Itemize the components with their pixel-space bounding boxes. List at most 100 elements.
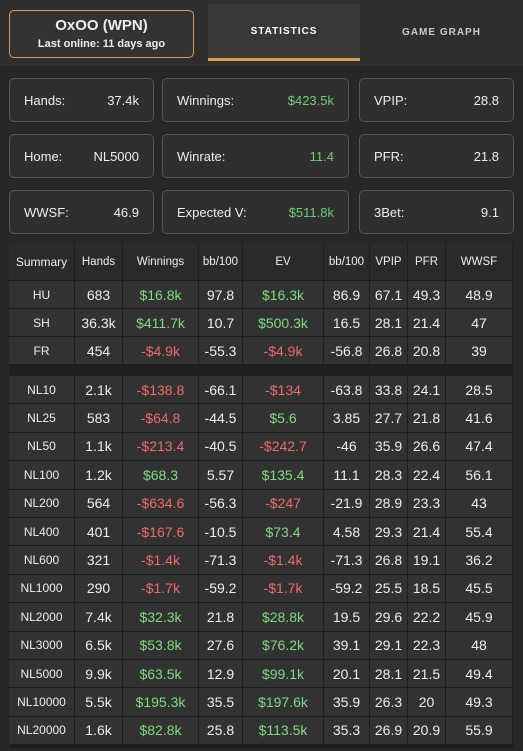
table-cell: 35.3 [324, 716, 370, 746]
table-cell: 35.9 [370, 432, 408, 462]
table-cell: -$4.9k [243, 337, 324, 365]
table-cell: $32.3k [123, 603, 199, 632]
table-cell: 97.8 [199, 281, 243, 309]
player-box: OxOO (WPN) Last online: 11 days ago [9, 10, 194, 58]
table-cell: $28.8k [243, 603, 324, 632]
table-cell: -21.9 [324, 489, 370, 518]
table-cell: $16.8k [123, 281, 199, 309]
table-cell: 564 [75, 489, 123, 518]
table-cell: 24.1 [408, 376, 446, 405]
table-cell: $99.1k [243, 660, 324, 689]
table-cell: NL100 [9, 461, 75, 490]
table-cell: 28.9 [370, 489, 408, 518]
table-cell: -66.1 [199, 376, 243, 405]
table-cell: 26.9 [370, 716, 408, 746]
table-cell: 1.6k [75, 716, 123, 746]
table-cell: 3.85 [324, 404, 370, 433]
stat-value: 11.4 [309, 148, 334, 164]
table-cell: 26.8 [370, 546, 408, 575]
table-cell: 39.1 [324, 631, 370, 660]
table-cell: NL2000 [9, 603, 75, 632]
table-cell: -$247 [243, 489, 324, 518]
table-cell: -46 [324, 432, 370, 462]
table-cell: NL20000 [9, 716, 75, 746]
table-cell: -59.2 [199, 574, 243, 604]
table-cell: 39 [446, 337, 513, 365]
table-cell: 290 [75, 574, 123, 604]
stat-value: 37.4k [107, 92, 139, 108]
table-cell: 5.57 [199, 461, 243, 490]
table-cell: 26.6 [408, 432, 446, 462]
stat-label: Winnings: [177, 92, 235, 108]
column-header: PFR [408, 243, 446, 281]
stat-card: PFR: 21.8 [359, 134, 514, 178]
table-cell: HU [9, 281, 75, 309]
table-cell: 20.9 [408, 716, 446, 746]
table-cell: 27.7 [370, 404, 408, 433]
table-cell: $197.6k [243, 688, 324, 717]
stat-value: 46.9 [113, 204, 139, 220]
table-cell: NL10 [9, 376, 75, 405]
table-cell: -71.3 [199, 546, 243, 575]
column-header: Winnings [123, 243, 199, 281]
stat-value: $423.5k [287, 92, 334, 108]
table-cell: 21.8 [408, 404, 446, 433]
stat-card: VPIP: 28.8 [359, 78, 514, 122]
table-cell: 29.1 [370, 631, 408, 660]
table-cell: 10.7 [199, 309, 243, 337]
table-cell: 47.4 [446, 432, 513, 462]
table-cell: 1.1k [75, 432, 123, 462]
table-cell: 35.5 [199, 688, 243, 717]
table-cell: NL600 [9, 546, 75, 575]
table-cell: 25.8 [199, 716, 243, 746]
table-cell: 48 [446, 631, 513, 660]
table-cell: $68.3 [123, 461, 199, 490]
table-cell: 583 [75, 404, 123, 433]
stat-label: WWSF: [24, 204, 69, 220]
table-cell: 28.1 [370, 309, 408, 337]
table-cell: -$64.8 [123, 404, 199, 433]
tab[interactable]: GAME GRAPH [402, 27, 481, 38]
table-cell: $500.3k [243, 309, 324, 337]
stat-label: Home: [24, 148, 63, 164]
table-cell: 28.1 [370, 660, 408, 689]
table-cell: NL50 [9, 432, 75, 462]
table-cell: 36.2 [446, 546, 513, 575]
table-cell: $82.8k [123, 716, 199, 746]
table-cell: NL400 [9, 518, 75, 547]
table-cell: 56.1 [446, 461, 513, 490]
stat-label: Expected V: [177, 204, 247, 220]
table-cell: -$1.7k [243, 574, 324, 604]
stat-label: Hands: [24, 92, 66, 108]
stat-card: Winnings: $423.5k [162, 78, 349, 122]
table-cell: 21.4 [408, 518, 446, 547]
table-cell: 26.3 [370, 688, 408, 717]
table-cell: $5.6 [243, 404, 324, 433]
table-cell: 19.1 [408, 546, 446, 575]
table-cell: 454 [75, 337, 123, 365]
stat-value: $511.8k [288, 204, 334, 220]
stat-card: WWSF: 46.9 [9, 190, 154, 234]
table-cell: 21.4 [408, 309, 446, 337]
table-cell: 20.1 [324, 660, 370, 689]
stat-card: Expected V: $511.8k [162, 190, 349, 234]
stat-label: Winrate: [177, 148, 226, 164]
tab[interactable]: STATISTICS [208, 4, 360, 61]
table-cell: $16.3k [243, 281, 324, 309]
table-cell: 26.8 [370, 337, 408, 365]
stat-card: Hands: 37.4k [9, 78, 154, 122]
table-cell: -$1.4k [123, 546, 199, 575]
stat-label: 3Bet: [374, 204, 405, 220]
table-cell: 29.3 [370, 518, 408, 547]
table-cell: $113.5k [243, 716, 324, 746]
table-cell: -$213.4 [123, 432, 199, 462]
table-cell: $63.5k [123, 660, 199, 689]
table-cell: 28.3 [370, 461, 408, 490]
table-cell: 6.5k [75, 631, 123, 660]
table-cell: 25.5 [370, 574, 408, 604]
table-cell: 49.4 [446, 660, 513, 689]
table-cell: NL10000 [9, 688, 75, 717]
table-cell: 49.3 [408, 281, 446, 309]
table-cell: NL5000 [9, 660, 75, 689]
table-cell: 22.2 [408, 603, 446, 632]
